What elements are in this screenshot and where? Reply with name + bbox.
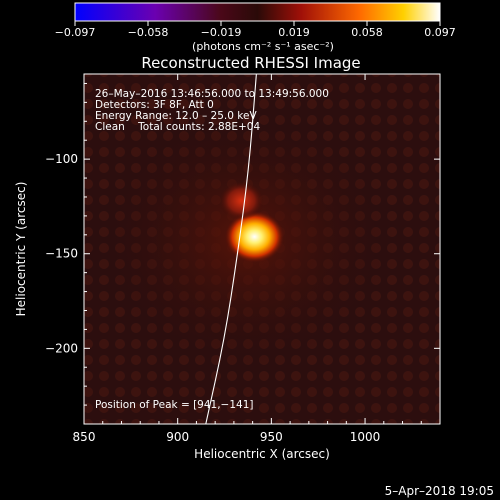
colorbar-tick-label: 0.097	[424, 26, 456, 39]
chart-title: Reconstructed RHESSI Image	[141, 54, 360, 72]
colorbar-tick-label: −0.058	[128, 26, 169, 39]
colorbar-unit-label: (photons cm⁻² s⁻¹ asec⁻²)	[192, 40, 334, 53]
main-source	[224, 210, 285, 263]
colorbar-tick-label: −0.097	[55, 26, 96, 39]
axis-ticks: 850 900 950 1000 −100 −150 −200	[45, 74, 441, 444]
x-tick-label: 1000	[350, 430, 381, 444]
annotation-detectors: Detectors: 3F 8F, Att 0	[95, 99, 214, 111]
solar-limb	[205, 74, 257, 424]
plot-frame	[83, 73, 441, 425]
y-axis-label: Heliocentric Y (arcsec)	[14, 182, 28, 317]
colorbar	[74, 2, 441, 22]
colorbar-tick-label: 0.058	[351, 26, 383, 39]
heatmap-image	[84, 74, 440, 424]
x-tick-label: 850	[73, 430, 96, 444]
annotation-time-range: 26–May–2016 13:46:56.000 to 13:49:56.000	[95, 88, 329, 100]
colorbar-ticks: −0.097 −0.058 −0.019 0.019 0.058 0.097	[55, 21, 456, 39]
secondary-source	[219, 181, 264, 221]
timestamp: 5–Apr–2018 19:05	[385, 484, 494, 498]
peak-position-label: Position of Peak = [941,−141]	[95, 399, 254, 411]
x-tick-label: 900	[166, 430, 189, 444]
y-tick-label: −100	[45, 152, 78, 166]
y-tick-label: −150	[45, 247, 78, 261]
colorbar-tick-label: 0.019	[278, 26, 310, 39]
y-tick-label: −200	[45, 341, 78, 355]
colorbar-tick-label: −0.019	[201, 26, 242, 39]
annotation-energy-range: Energy Range: 12.0 – 25.0 keV	[95, 110, 257, 122]
annotation-total-counts: Clean Total counts: 2.88E+04	[95, 121, 260, 133]
x-axis-label: Heliocentric X (arcsec)	[194, 447, 330, 461]
x-tick-label: 950	[260, 430, 283, 444]
